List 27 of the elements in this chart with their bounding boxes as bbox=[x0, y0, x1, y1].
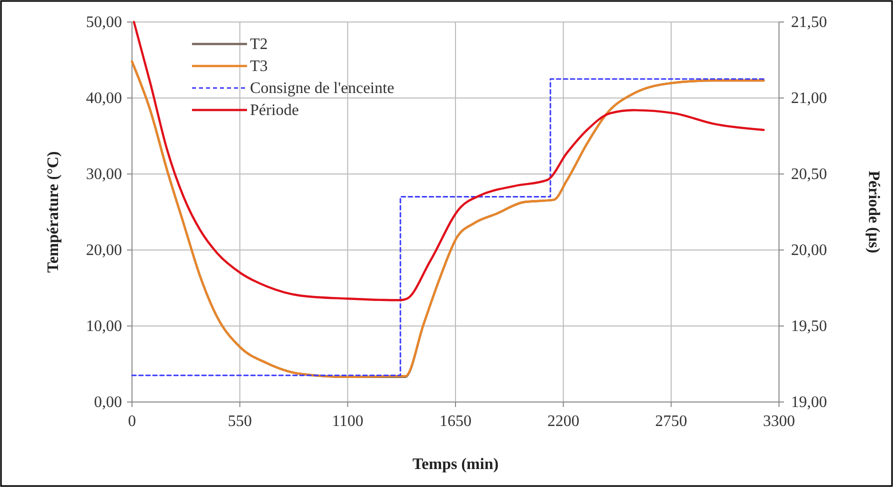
y-tick-label: 50,00 bbox=[86, 14, 122, 31]
legend-label: Période bbox=[250, 102, 299, 119]
y2-tick-label: 20,50 bbox=[791, 166, 827, 183]
y-axis-title: Température (°C) bbox=[45, 151, 62, 273]
x-tick-label: 2750 bbox=[655, 413, 688, 430]
y2-tick-label: 20,00 bbox=[791, 242, 827, 259]
y2-tick-label: 19,50 bbox=[791, 318, 827, 335]
y-tick-label: 40,00 bbox=[86, 90, 122, 107]
legend-label: T3 bbox=[250, 58, 268, 75]
x-tick-label: 1100 bbox=[332, 413, 364, 430]
x-tick-label: 3300 bbox=[763, 413, 795, 430]
x-tick-label: 1650 bbox=[440, 413, 472, 430]
x-axis-title: Temps (min) bbox=[412, 456, 499, 473]
y2-tick-label: 19,00 bbox=[791, 394, 827, 411]
y-tick-label: 10,00 bbox=[86, 318, 122, 335]
y-tick-label: 30,00 bbox=[86, 166, 122, 183]
legend-label: T2 bbox=[250, 36, 268, 53]
y2-axis-title: Période (µs) bbox=[865, 170, 882, 254]
y-tick-label: 0,00 bbox=[94, 394, 122, 411]
x-tick-label: 550 bbox=[228, 413, 252, 430]
y2-tick-label: 21,00 bbox=[791, 90, 827, 107]
x-tick-label: 2200 bbox=[547, 413, 580, 430]
y2-tick-label: 21,50 bbox=[791, 14, 827, 31]
line-series bbox=[132, 20, 765, 302]
legend-label: Consigne de l'enceinte bbox=[250, 80, 394, 97]
y-tick-label: 20,00 bbox=[86, 242, 122, 259]
x-tick-label: 0 bbox=[128, 413, 136, 430]
